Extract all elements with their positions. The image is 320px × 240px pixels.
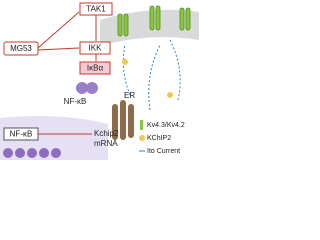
node-label: Kchip2 (94, 129, 119, 138)
nucleus (0, 116, 108, 160)
legend-label: Kv4.3/Kv4.2 (147, 122, 185, 129)
arrows (37, 11, 97, 61)
dna (3, 148, 61, 158)
legend-icon (140, 120, 143, 130)
diagram: TAK1 MG53 IKK IκBα NF-κB ER NF-κB Kchip2… (0, 2, 199, 160)
node-label: IKK (89, 44, 103, 53)
nfkb-blob (86, 82, 98, 94)
node-label: TAK1 (86, 5, 106, 14)
legend-label: Ito Current (147, 148, 180, 155)
node-label: mRNA (94, 139, 118, 148)
node-label: NF-κB (64, 97, 87, 106)
er (112, 100, 134, 140)
legend-icon (139, 135, 145, 141)
kchip-dot (167, 92, 173, 98)
nfkb-blob (76, 82, 88, 94)
node-box (79, 61, 111, 75)
node-label: MG53 (10, 44, 32, 53)
node-box (3, 41, 39, 56)
node-label: NF-κB (10, 130, 33, 139)
legend-label: KChIP2 (147, 135, 171, 142)
kchip-dot (122, 59, 128, 65)
node-label: ER (124, 91, 135, 100)
node-label: IκBα (87, 64, 104, 73)
trafficking-arrows (122, 39, 181, 111)
channels (117, 5, 191, 37)
node-box (79, 41, 111, 55)
